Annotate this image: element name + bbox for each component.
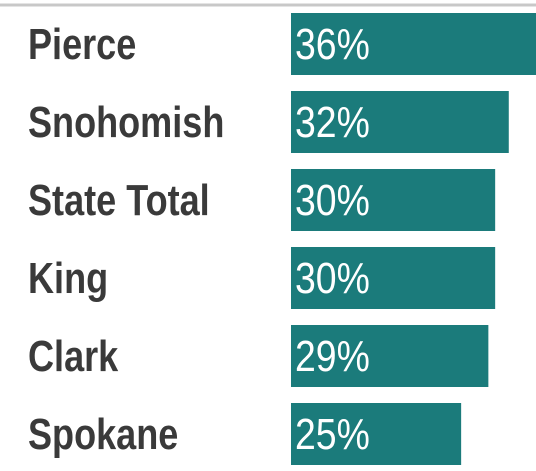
category-label: King <box>28 253 108 302</box>
category-label: State Total <box>28 175 210 224</box>
category-label: Clark <box>28 331 119 380</box>
value-label: 25% <box>295 409 370 459</box>
bar <box>291 91 509 153</box>
bar <box>291 403 462 465</box>
value-label: 30% <box>295 175 370 225</box>
bar <box>291 169 496 231</box>
category-label: Spokane <box>28 409 178 458</box>
category-label: Snohomish <box>28 97 224 146</box>
bar <box>291 325 489 387</box>
bar <box>291 247 496 309</box>
value-label: 29% <box>295 331 370 381</box>
value-label: 36% <box>295 19 370 69</box>
category-label: Pierce <box>28 19 136 68</box>
bar <box>291 13 536 75</box>
value-label: 30% <box>295 253 370 303</box>
value-label: 32% <box>295 97 370 147</box>
